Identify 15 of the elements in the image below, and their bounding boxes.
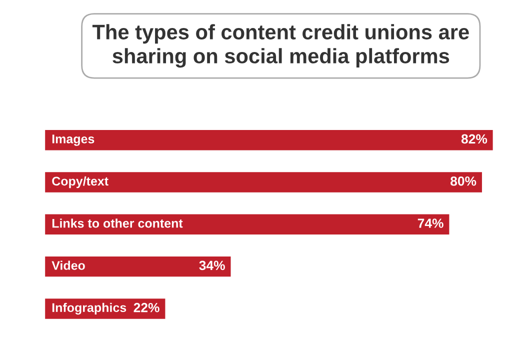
- bar: [45, 256, 231, 277]
- data-label: 22%: [134, 302, 160, 312]
- bar: [45, 172, 482, 192]
- y-tick-label: Infographics: [52, 302, 126, 315]
- data-label: 74%: [418, 218, 444, 228]
- data-label: 82%: [461, 134, 488, 144]
- data-label: 80%: [450, 176, 476, 186]
- bar: [45, 130, 493, 150]
- chart-title: The types of content credit unions are sharing on social media platforms: [92, 24, 469, 68]
- y-tick-label: Links to other content: [52, 218, 183, 228]
- y-tick-label: Images: [52, 134, 94, 146]
- y-tick-label: Copy/text: [52, 176, 108, 188]
- y-tick-label: Video: [52, 260, 85, 270]
- data-label: 34%: [199, 260, 225, 270]
- bar: [45, 214, 450, 235]
